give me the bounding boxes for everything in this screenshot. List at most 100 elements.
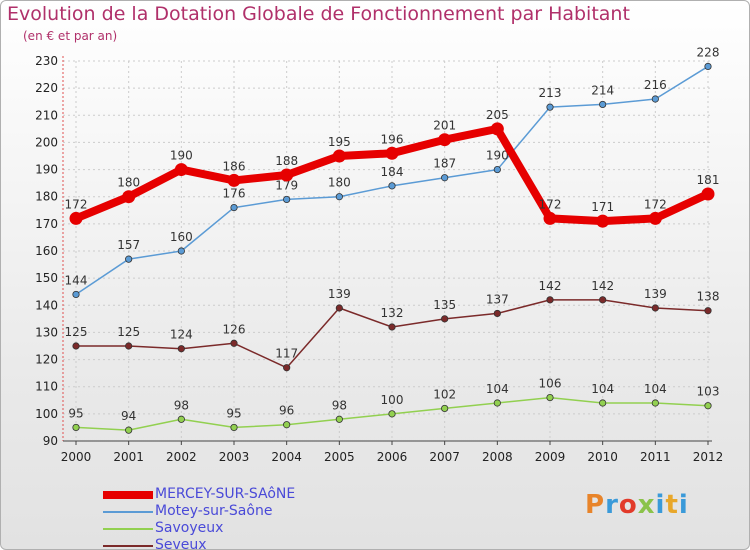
data-point-mercey-sur-sa-ne <box>543 211 557 225</box>
data-label: 214 <box>591 83 614 97</box>
y-tick-label: 180 <box>35 190 58 204</box>
data-label: 195 <box>328 135 351 149</box>
data-point-seveux <box>651 304 659 312</box>
logo-letter: x <box>637 490 656 520</box>
data-point-mercey-sur-sa-ne <box>69 211 83 225</box>
y-tick-label: 110 <box>35 380 58 394</box>
data-point-mercey-sur-sa-ne <box>174 163 188 177</box>
data-label: 138 <box>697 290 720 304</box>
y-tick-label: 90 <box>43 434 58 448</box>
data-label: 126 <box>223 322 246 336</box>
logo-letter: i <box>678 490 689 520</box>
data-point-savoyeux <box>388 410 396 418</box>
data-label: 142 <box>591 279 614 293</box>
data-label: 139 <box>644 287 667 301</box>
data-point-mercey-sur-sa-ne <box>701 187 715 201</box>
line-chart: 9010011012013014015016017018019020021022… <box>35 45 724 464</box>
data-label: 176 <box>223 187 246 201</box>
data-point-seveux <box>493 309 501 318</box>
data-point-mercey-sur-sa-ne <box>438 133 452 147</box>
legend-label: Seveux <box>155 537 207 550</box>
data-label: 102 <box>433 387 456 401</box>
data-label: 187 <box>433 157 456 171</box>
data-point-savoyeux <box>177 415 185 423</box>
y-tick-label: 200 <box>35 135 58 149</box>
data-point-mercey-sur-sa-ne <box>596 214 610 228</box>
data-label: 172 <box>539 197 562 211</box>
data-label: 139 <box>328 287 351 301</box>
data-point-mercey-sur-sa-ne <box>648 211 662 225</box>
proxiti-logo: Proxiti <box>585 490 689 520</box>
data-label: 117 <box>275 347 298 361</box>
data-point-motey-sur-sa-ne <box>388 182 396 190</box>
y-tick-label: 150 <box>35 271 58 285</box>
data-label: 132 <box>381 306 404 320</box>
legend-label: Motey-sur-Saône <box>155 503 273 519</box>
logo-letter: i <box>655 490 666 520</box>
data-point-mercey-sur-sa-ne <box>280 168 294 182</box>
data-label: 171 <box>591 200 614 214</box>
x-tick-label: 2008 <box>482 450 513 464</box>
data-point-mercey-sur-sa-ne <box>122 190 136 204</box>
legend-swatch <box>103 491 153 499</box>
data-label: 98 <box>332 398 347 412</box>
data-label: 179 <box>275 178 298 192</box>
data-point-seveux <box>177 345 185 353</box>
data-point-mercey-sur-sa-ne <box>385 146 399 160</box>
y-tick-label: 160 <box>35 244 58 258</box>
data-label: 98 <box>174 398 189 412</box>
data-label: 190 <box>486 149 509 163</box>
data-point-savoyeux <box>72 423 80 432</box>
x-tick-label: 2012 <box>693 450 724 464</box>
data-label: 144 <box>65 273 88 287</box>
data-label: 181 <box>697 173 720 187</box>
data-label: 180 <box>117 176 140 190</box>
data-label: 201 <box>433 119 456 133</box>
data-point-motey-sur-sa-ne <box>493 165 501 174</box>
data-point-savoyeux <box>493 399 501 407</box>
x-tick-label: 2009 <box>535 450 566 464</box>
data-point-motey-sur-sa-ne <box>177 247 185 255</box>
data-point-motey-sur-sa-ne <box>230 203 238 212</box>
data-point-seveux <box>546 296 554 304</box>
x-tick-label: 2000 <box>61 450 92 464</box>
data-point-seveux <box>230 339 238 347</box>
data-point-seveux <box>599 296 607 304</box>
data-point-savoyeux <box>335 415 343 423</box>
data-point-seveux <box>704 307 712 315</box>
x-tick-label: 2005 <box>324 450 355 464</box>
data-point-mercey-sur-sa-ne <box>490 122 504 136</box>
x-tick-label: 2011 <box>640 450 671 464</box>
y-tick-label: 230 <box>35 54 58 68</box>
data-label: 190 <box>170 149 193 163</box>
data-point-mercey-sur-sa-ne <box>227 173 241 187</box>
y-tick-label: 190 <box>35 163 58 177</box>
data-point-savoyeux <box>599 399 607 407</box>
data-point-motey-sur-sa-ne <box>599 100 607 109</box>
y-tick-label: 210 <box>35 108 58 122</box>
data-label: 188 <box>275 154 298 168</box>
data-point-motey-sur-sa-ne <box>651 95 659 103</box>
x-tick-label: 2002 <box>166 450 197 464</box>
data-point-motey-sur-sa-ne <box>283 195 291 204</box>
data-label: 205 <box>486 108 509 122</box>
data-point-mercey-sur-sa-ne <box>332 149 346 163</box>
data-label: 180 <box>328 176 351 190</box>
x-tick-label: 2010 <box>587 450 618 464</box>
chart-subtitle: (en € et par an) <box>23 29 118 43</box>
series-line-motey-sur-sa-ne <box>75 65 709 296</box>
data-label: 196 <box>381 132 404 146</box>
y-tick-label: 130 <box>35 325 58 339</box>
data-label: 172 <box>644 197 667 211</box>
data-point-seveux <box>441 315 449 323</box>
data-point-seveux <box>72 342 80 350</box>
data-point-savoyeux <box>125 426 133 434</box>
legend-label: Savoyeux <box>155 520 224 536</box>
logo-letter: P <box>585 490 606 520</box>
y-tick-label: 140 <box>35 298 58 312</box>
data-label: 125 <box>65 325 88 339</box>
data-point-motey-sur-sa-ne <box>441 174 449 182</box>
data-point-motey-sur-sa-ne <box>125 255 133 263</box>
data-label: 95 <box>226 406 241 420</box>
data-point-savoyeux <box>651 399 659 407</box>
